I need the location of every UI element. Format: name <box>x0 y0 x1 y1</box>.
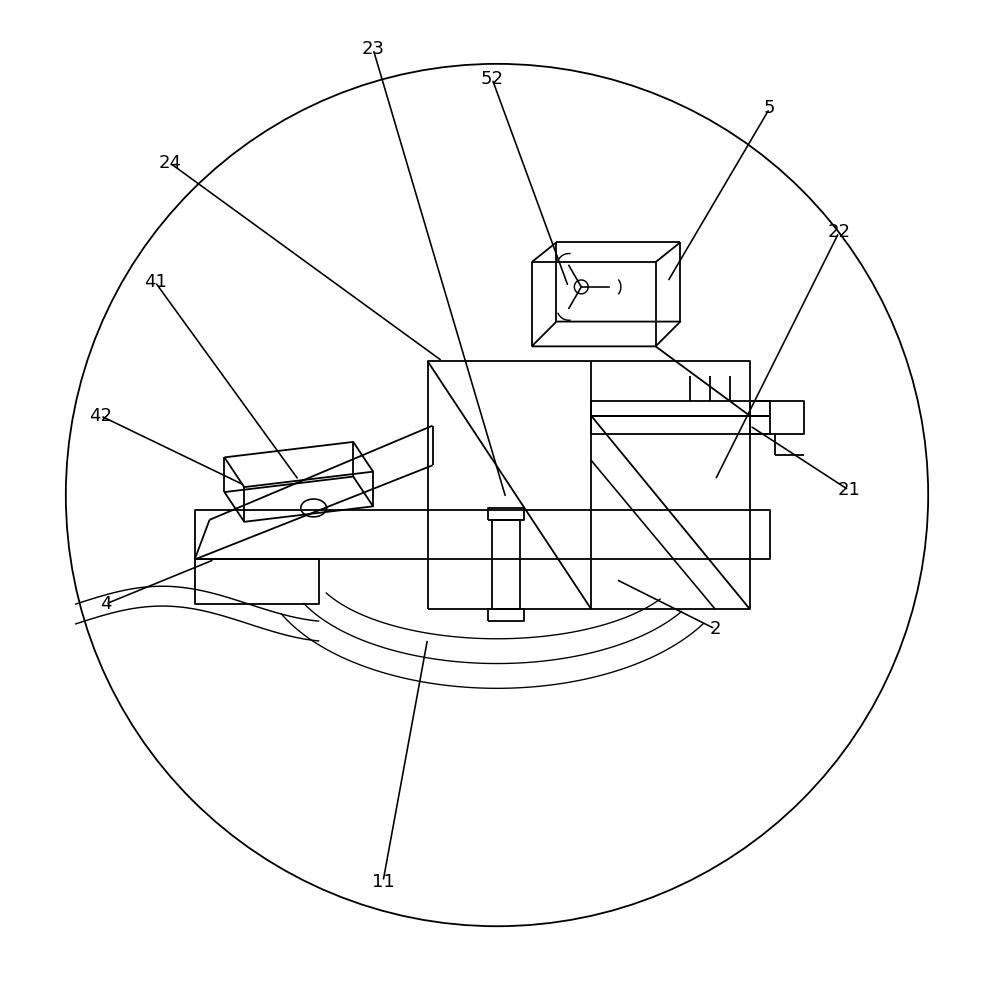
Text: 23: 23 <box>362 40 385 58</box>
Text: 52: 52 <box>480 70 504 88</box>
Text: 24: 24 <box>158 154 181 172</box>
Text: 2: 2 <box>710 620 721 638</box>
Text: 11: 11 <box>372 873 395 891</box>
Text: 4: 4 <box>99 595 111 613</box>
Text: 22: 22 <box>827 223 851 241</box>
Text: 21: 21 <box>838 481 861 499</box>
Text: 5: 5 <box>763 99 775 117</box>
Text: 42: 42 <box>89 407 112 425</box>
Text: 41: 41 <box>143 273 166 291</box>
